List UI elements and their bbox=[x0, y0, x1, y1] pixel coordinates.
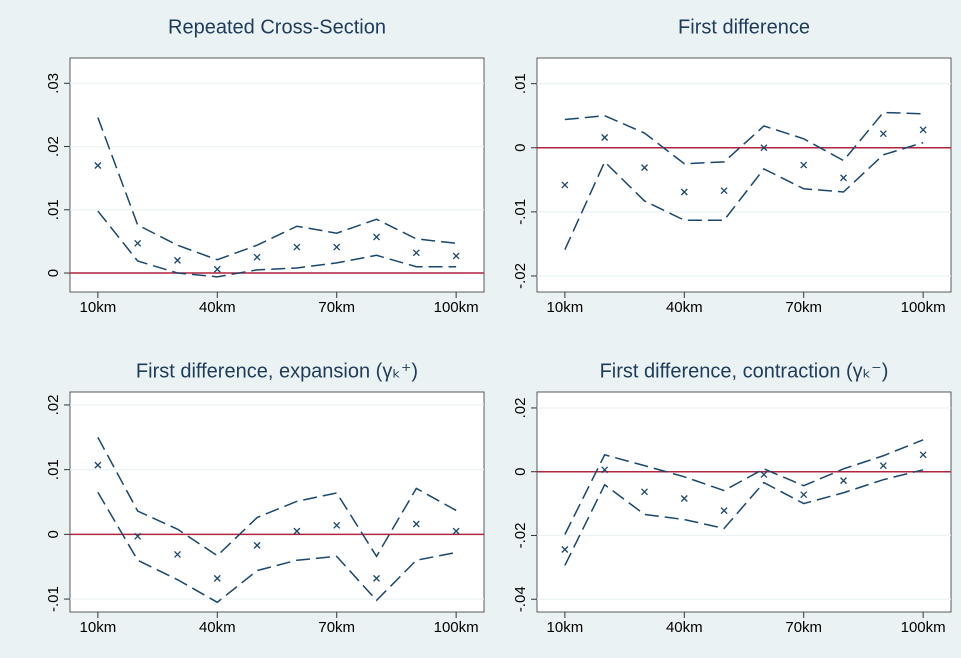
marker bbox=[561, 181, 569, 189]
marker bbox=[253, 253, 261, 261]
plot-area bbox=[536, 391, 952, 613]
panel-title: First difference, expansion (γₖ⁺) bbox=[136, 360, 418, 382]
y-tick-label: .01 bbox=[512, 73, 529, 94]
y-tick-label: -.04 bbox=[512, 586, 529, 612]
x-tick-label: 100km bbox=[434, 619, 479, 636]
marker bbox=[919, 126, 927, 134]
marker bbox=[412, 249, 420, 257]
y-tick-label: .01 bbox=[45, 199, 62, 220]
marker bbox=[134, 532, 142, 540]
x-tick-label: 100km bbox=[901, 619, 946, 636]
ci-line bbox=[564, 439, 924, 535]
x-tick-label: 40km bbox=[199, 299, 236, 316]
marker bbox=[174, 256, 181, 264]
marker bbox=[641, 488, 648, 496]
plot-area bbox=[536, 57, 952, 293]
x-tick-label: 10km bbox=[80, 299, 117, 316]
marker bbox=[800, 161, 808, 169]
marker bbox=[760, 471, 768, 479]
x-tick-label: 40km bbox=[199, 619, 236, 636]
marker bbox=[680, 188, 688, 196]
marker bbox=[452, 527, 460, 535]
marker bbox=[561, 546, 569, 553]
ci-line bbox=[564, 469, 924, 566]
marker bbox=[601, 134, 609, 141]
y-tick-label: .02 bbox=[45, 136, 62, 157]
marker bbox=[840, 477, 847, 485]
marker bbox=[840, 174, 847, 182]
y-tick-label: 0 bbox=[45, 269, 62, 277]
marker bbox=[760, 144, 768, 152]
marker bbox=[94, 461, 102, 469]
x-tick-label: 100km bbox=[901, 299, 946, 316]
x-tick-label: 40km bbox=[666, 619, 703, 636]
marker bbox=[919, 451, 927, 459]
x-tick-label: 10km bbox=[547, 299, 584, 316]
y-tick-label: .02 bbox=[45, 395, 62, 416]
marker bbox=[293, 243, 301, 251]
marker bbox=[720, 187, 728, 195]
y-tick-label: -.01 bbox=[45, 586, 62, 612]
marker bbox=[333, 243, 341, 251]
x-tick-label: 40km bbox=[666, 299, 703, 316]
y-tick-label: 0 bbox=[512, 468, 529, 476]
plot-area bbox=[69, 57, 485, 293]
marker bbox=[601, 466, 609, 474]
y-tick-label: 0 bbox=[45, 530, 62, 538]
marker bbox=[800, 491, 808, 499]
plot-area bbox=[69, 391, 485, 613]
x-tick-label: 70km bbox=[785, 619, 822, 636]
marker bbox=[213, 574, 221, 582]
x-tick-label: 70km bbox=[318, 299, 355, 316]
marker bbox=[412, 520, 420, 528]
y-tick-label: .03 bbox=[45, 73, 62, 94]
x-tick-label: 70km bbox=[318, 619, 355, 636]
marker bbox=[373, 233, 380, 241]
y-tick-label: -.01 bbox=[512, 199, 529, 225]
y-tick-label: .01 bbox=[45, 459, 62, 480]
marker bbox=[452, 252, 460, 260]
ci-line bbox=[97, 491, 457, 604]
ci-line bbox=[97, 210, 457, 278]
marker bbox=[213, 265, 221, 273]
marker bbox=[879, 462, 887, 470]
y-tick-label: .02 bbox=[512, 398, 529, 419]
marker bbox=[680, 495, 688, 502]
panel-title: Repeated Cross-Section bbox=[168, 16, 386, 38]
x-tick-label: 10km bbox=[547, 619, 584, 636]
x-tick-label: 70km bbox=[785, 299, 822, 316]
marker bbox=[174, 550, 181, 558]
marker bbox=[134, 239, 142, 247]
marker bbox=[373, 574, 380, 582]
ci-line bbox=[97, 436, 457, 558]
panel-title: First difference, contraction (γₖ⁻) bbox=[600, 360, 889, 382]
marker bbox=[293, 527, 301, 535]
marker bbox=[333, 521, 341, 529]
ci-line bbox=[564, 141, 924, 250]
ci-line bbox=[564, 111, 924, 165]
marker bbox=[253, 541, 261, 549]
x-tick-label: 10km bbox=[80, 619, 117, 636]
x-tick-label: 100km bbox=[434, 299, 479, 316]
ci-line bbox=[97, 117, 457, 261]
panel-title: First difference bbox=[678, 16, 810, 38]
y-tick-label: -.02 bbox=[512, 263, 529, 289]
marker bbox=[720, 507, 728, 515]
marker bbox=[879, 130, 887, 138]
marker bbox=[641, 164, 648, 172]
y-tick-label: 0 bbox=[512, 144, 529, 152]
marker bbox=[94, 162, 102, 169]
y-tick-label: -.02 bbox=[512, 523, 529, 549]
